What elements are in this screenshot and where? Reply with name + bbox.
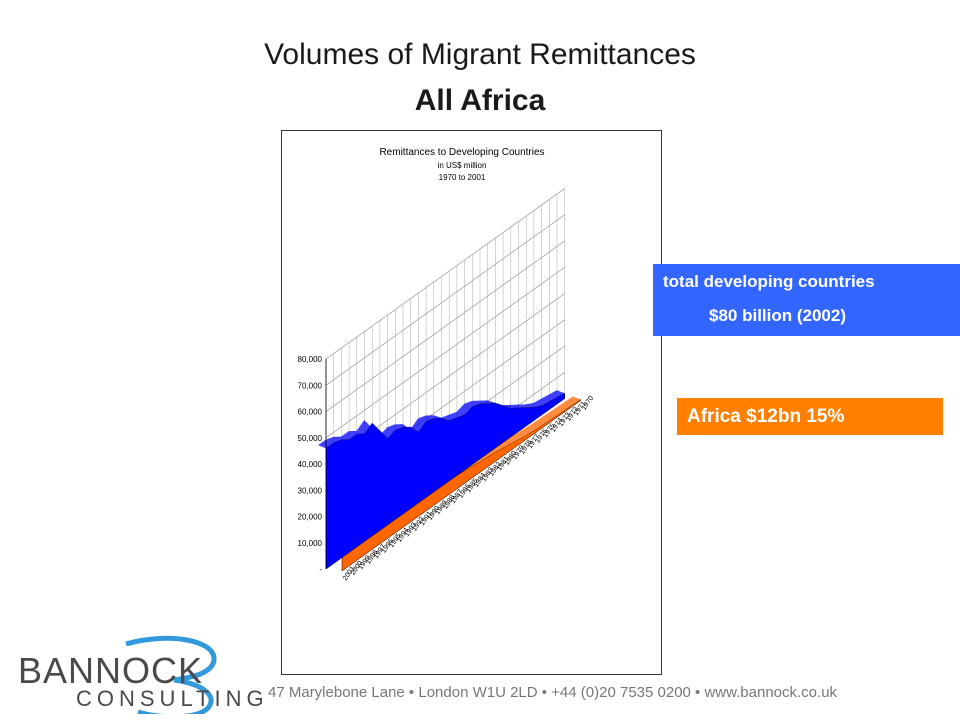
total-callout: total developing countries $80 billion (… [653,264,960,336]
slide-title: Volumes of Migrant Remittances [264,38,696,71]
y-tick-label: 30,000 [298,486,323,495]
total-series-area [325,392,565,570]
africa-callout: Africa $12bn 15% [677,398,943,435]
footer-address: 47 Marylebone Lane • London W1U 2LD • +4… [268,684,838,701]
total-callout-label: total developing countries [663,272,875,291]
y-tick-label: 80,000 [298,355,323,364]
remittances-chart: - 10,000 20,000 30,000 40,000 50,000 60,000 70,… [281,130,662,675]
chart-subtitle-range: 1970 to 2001 [439,173,486,182]
total-series-area-top [318,390,565,449]
gridline [325,240,565,412]
total-callout-value: $80 billion (2002) [709,306,846,325]
y-tick-label: 40,000 [298,460,323,469]
y-tick-label: 10,000 [298,539,323,548]
y-tick-label: 60,000 [298,408,323,417]
y-tick-label: 20,000 [298,513,323,522]
chart-subtitle-units: in US$ million [438,161,487,170]
gridline [325,214,565,386]
chart-title: Remittances to Developing Countries [379,147,544,158]
chart-svg: - 10,000 20,000 30,000 40,000 50,000 60,000 70,… [298,147,596,582]
y-tick-label: 70,000 [298,381,323,390]
logo-word-consulting: CONSULTING [76,686,269,711]
gridline [325,188,565,360]
y-tick-label: - [319,565,322,574]
slide-subtitle: All Africa [414,84,546,117]
y-tick-label: 50,000 [298,434,323,443]
logo-swoosh-icon [125,635,217,714]
logo-word-bannock: BANNOCK [18,650,204,691]
gridline [325,267,565,438]
bannock-logo: BANNOCK CONSULTING [18,634,264,714]
africa-callout-text: Africa $12bn 15% [687,406,845,427]
